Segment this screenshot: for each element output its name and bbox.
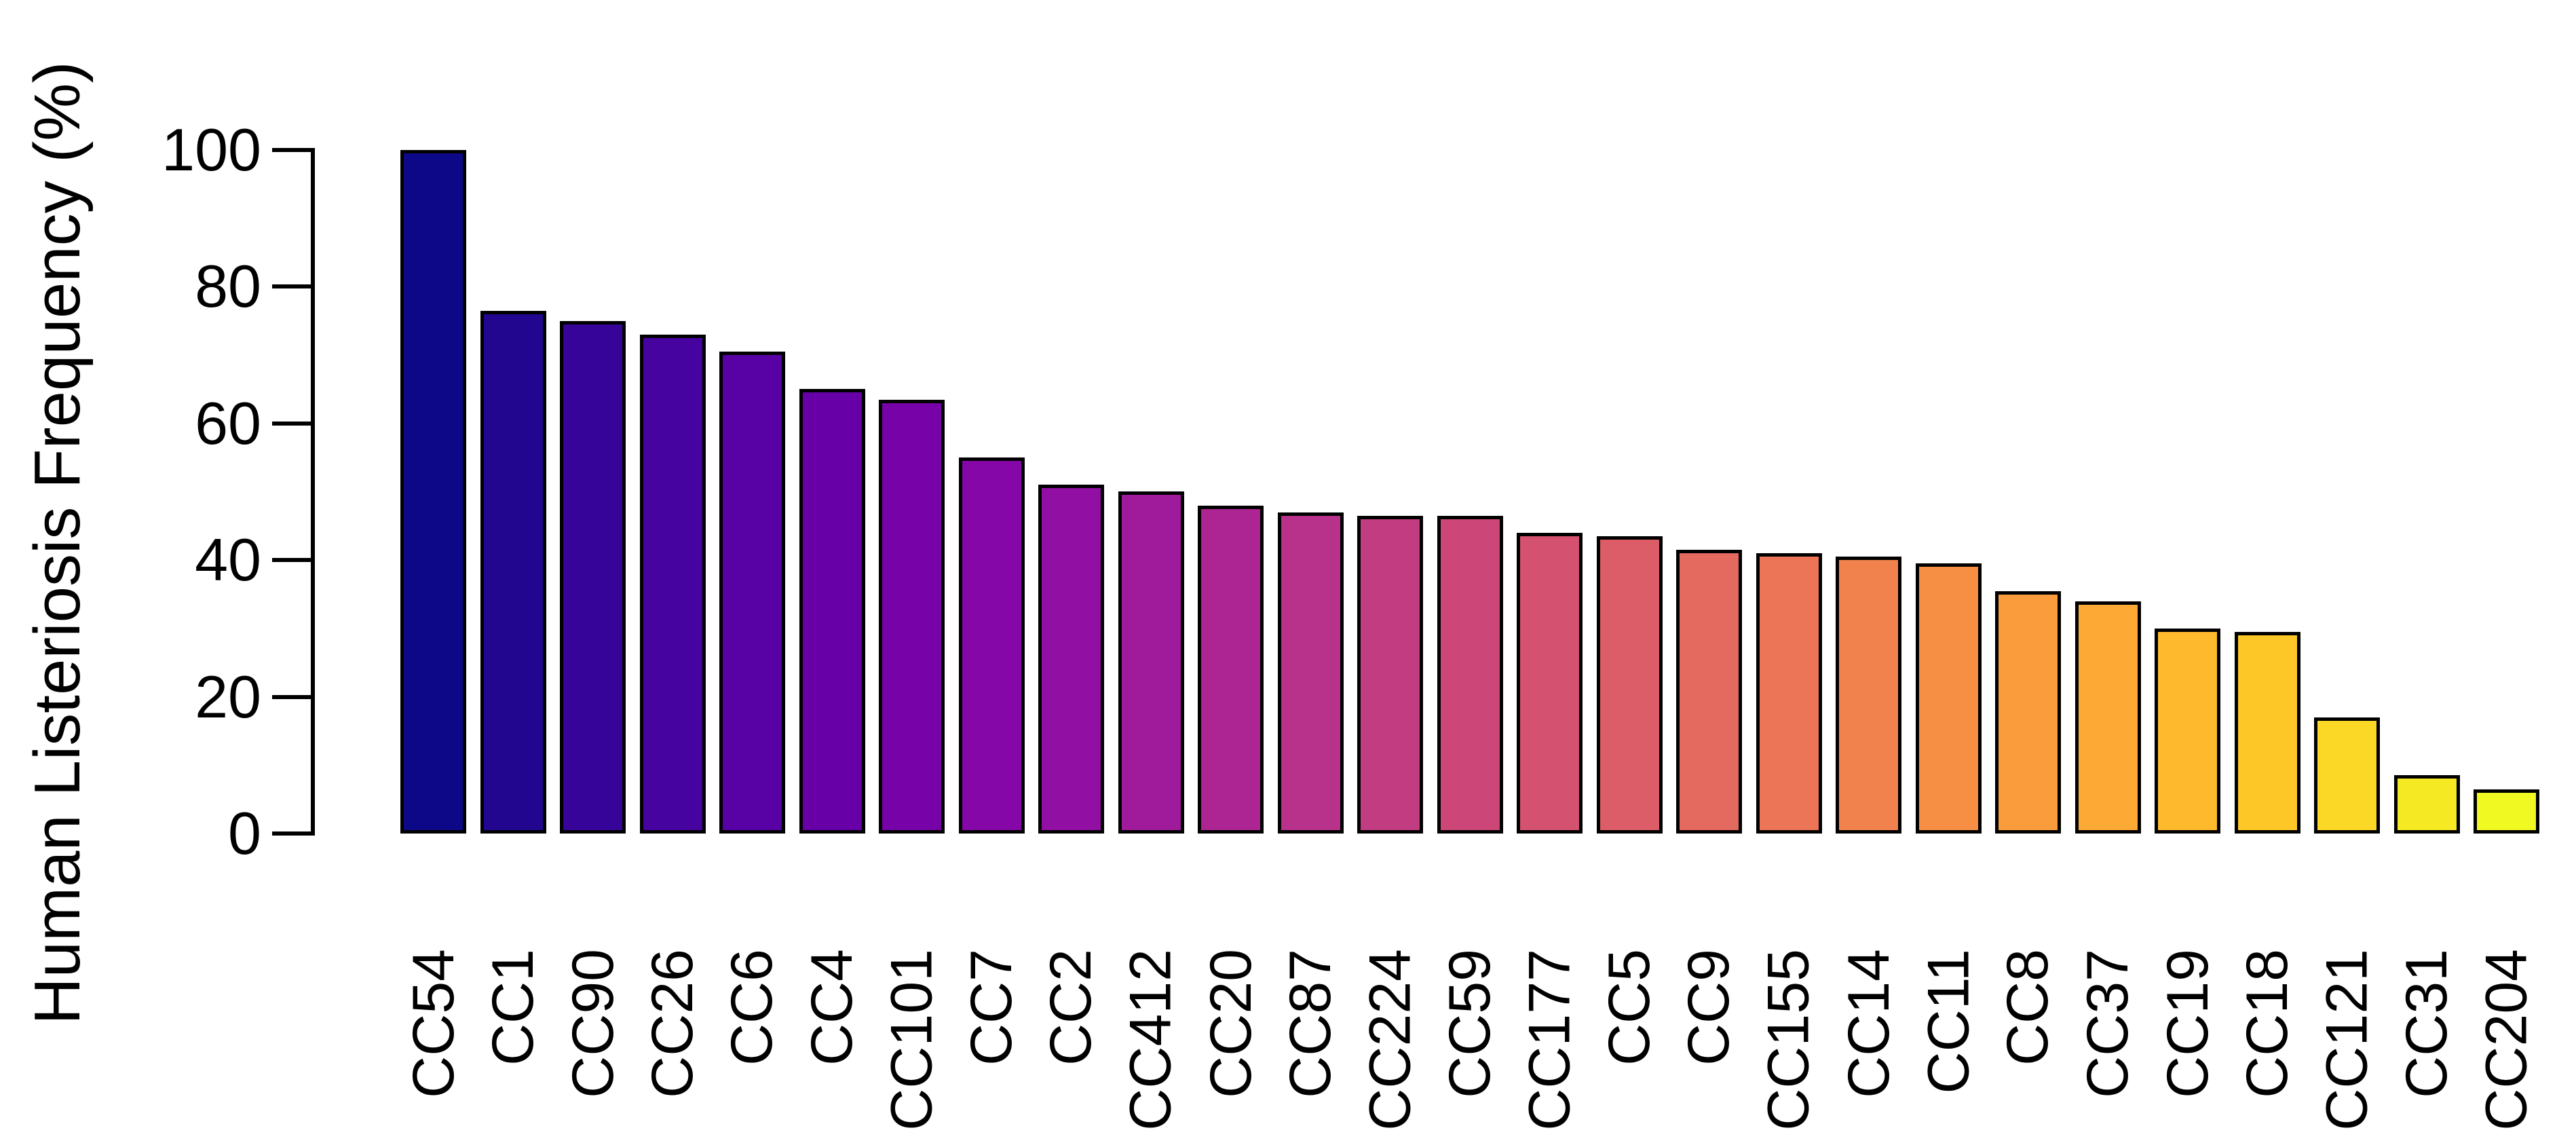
x-axis-tick-label: CC224: [1357, 949, 1423, 1131]
x-axis-tick-label: CC9: [1676, 949, 1742, 1066]
x-axis-tick-label: CC54: [400, 949, 466, 1098]
y-axis-line: [311, 148, 315, 836]
bar: [2234, 632, 2300, 834]
x-axis-tick-label: CC59: [1437, 949, 1502, 1098]
bar: [1915, 563, 1982, 834]
x-axis-tick-label: CC121: [2314, 949, 2380, 1131]
x-axis-tick-label: CC11: [1916, 949, 1981, 1094]
bar: [1995, 591, 2061, 834]
y-axis-tick-label: 20: [195, 662, 261, 730]
bar: [2314, 717, 2380, 834]
x-axis-tick-label: CC87: [1278, 949, 1343, 1098]
bar: [879, 400, 945, 834]
bar: [1836, 557, 1901, 834]
x-axis-tick-label: CC155: [1756, 949, 1821, 1131]
bar: [2155, 629, 2220, 834]
y-axis-tick: [272, 831, 311, 836]
x-axis-tick-label: CC90: [560, 949, 626, 1098]
bar: [1756, 553, 1822, 834]
bar: [2474, 789, 2539, 834]
y-axis-tick-label: 0: [228, 800, 261, 867]
x-axis-tick-label: CC31: [2394, 949, 2459, 1098]
bar: [639, 335, 706, 834]
x-axis-tick-label: CC177: [1517, 949, 1583, 1131]
x-axis-tick-label: CC8: [1995, 949, 2061, 1066]
y-axis-tick-label: 100: [162, 116, 261, 183]
bar: [480, 311, 546, 834]
y-axis-tick: [272, 284, 311, 289]
y-axis-tick: [272, 694, 311, 699]
x-axis-tick-label: CC2: [1038, 949, 1104, 1066]
x-axis-tick-label: CC19: [2155, 949, 2220, 1098]
bar: [799, 389, 865, 834]
x-axis-tick-label: CC4: [799, 949, 865, 1066]
bar: [1118, 491, 1184, 834]
x-axis-tick-label: CC20: [1198, 949, 1264, 1098]
y-axis-title: Human Listeriosis Frequency (%): [21, 61, 94, 1025]
bar: [2075, 601, 2141, 834]
x-axis-tick-label: CC1: [480, 949, 546, 1066]
bar: [1676, 550, 1742, 834]
y-axis-tick: [272, 421, 311, 426]
x-axis-tick-label: CC5: [1597, 949, 1662, 1066]
y-axis-tick-label: 60: [195, 389, 261, 457]
x-axis-tick-label: CC204: [2474, 949, 2539, 1131]
x-axis-tick-label: CC6: [719, 949, 785, 1066]
bar: [560, 321, 626, 834]
y-axis-tick: [272, 558, 311, 563]
bar: [1437, 516, 1503, 834]
y-axis-tick-label: 40: [195, 526, 261, 594]
bar: [719, 352, 785, 834]
x-axis-tick-label: CC14: [1836, 949, 1901, 1098]
bar: [400, 150, 466, 834]
y-axis-tick: [272, 148, 311, 152]
bar: [958, 457, 1025, 834]
x-axis-tick-label: CC18: [2235, 949, 2300, 1098]
bar: [1277, 512, 1344, 834]
x-axis-tick-label: CC412: [1118, 949, 1183, 1131]
x-axis-tick-label: CC7: [959, 949, 1024, 1066]
x-axis-tick-label: CC26: [640, 949, 705, 1098]
bar: [1357, 516, 1423, 834]
bar: [2393, 775, 2460, 834]
bar: [1198, 506, 1264, 834]
x-axis-tick-label: CC37: [2075, 949, 2140, 1098]
bar: [1038, 485, 1104, 834]
x-axis-tick-label: CC101: [879, 949, 945, 1131]
bar: [1517, 533, 1583, 834]
bar: [1596, 536, 1663, 834]
y-axis-tick-label: 80: [195, 252, 261, 320]
